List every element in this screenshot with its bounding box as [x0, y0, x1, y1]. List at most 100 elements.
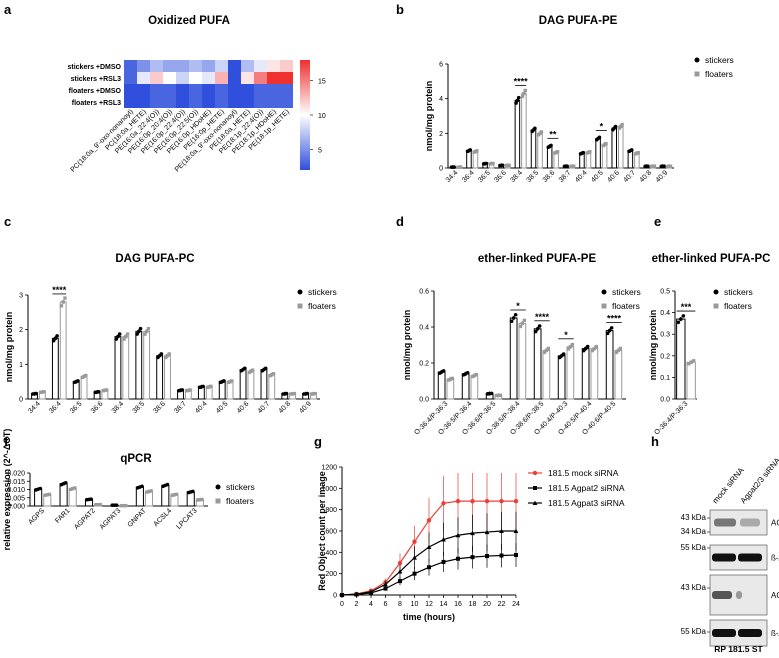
significance-stars: **** [607, 314, 622, 324]
data-point-floaters [84, 373, 88, 378]
bar-stickers [509, 317, 518, 400]
title-b: DAG PUFA-PE [539, 15, 618, 27]
title-a: Oxidized PUFA [148, 15, 230, 27]
data-point [499, 498, 504, 504]
data-point-floaters [668, 164, 673, 168]
data-point [513, 528, 519, 533]
data-point-floaters [94, 503, 98, 507]
bar-floaters [80, 375, 88, 400]
legend-label-floaters: floaters [612, 301, 640, 311]
x-tick-label: 40:4 [574, 169, 589, 184]
data-point-floaters [146, 326, 151, 331]
data-point [470, 498, 475, 504]
bar-stickers [581, 348, 590, 400]
bar-floaters [470, 375, 479, 400]
data-point-stickers [681, 314, 686, 318]
data-point-stickers [138, 326, 143, 331]
heatmap-cell [189, 84, 202, 96]
data-point [412, 539, 417, 544]
data-point-stickers [607, 328, 612, 333]
y-tick-label: 0.010 [7, 487, 25, 494]
x-tick-label: FAR1 [54, 507, 71, 524]
y-tick-label: 0.4 [660, 310, 670, 317]
heatmap-cell [124, 72, 137, 84]
x-tick-label: 38:5 [132, 400, 147, 415]
data-point-floaters [61, 300, 65, 304]
bar-floaters [542, 349, 551, 400]
x-tick-label: 40:7 [257, 400, 272, 415]
bar-floaters [553, 151, 559, 169]
bar-stickers [135, 330, 143, 400]
x-tick-label: 0 [340, 601, 344, 608]
data-point [426, 544, 432, 549]
heatmap-cell [254, 96, 267, 108]
heatmap-cell [228, 84, 241, 96]
y-tick-label: 0.4 [419, 325, 429, 332]
data-point-stickers [609, 326, 614, 330]
data-point-floaters [271, 372, 276, 376]
data-point [514, 553, 518, 557]
data-point [339, 592, 345, 597]
x-tick-label: 36:4 [461, 169, 476, 184]
bar-floaters [590, 348, 599, 400]
bar-stickers [627, 150, 634, 169]
data-point [354, 591, 359, 597]
bar-stickers [557, 355, 566, 400]
heatmap-cell [280, 60, 293, 72]
data-point-floaters [588, 150, 592, 154]
y-tick-label: 0.2 [660, 353, 670, 360]
data-point-floaters [446, 378, 451, 382]
bar-floaters [601, 144, 608, 169]
data-point-floaters [448, 377, 453, 381]
data-point-floaters [200, 497, 204, 502]
y-tick-label: 0.5 [660, 289, 670, 296]
data-point [441, 537, 446, 542]
data-point-stickers [489, 391, 494, 396]
data-point-floaters [496, 393, 501, 398]
data-point-floaters [520, 321, 525, 326]
legend-label-stickers: stickers [226, 482, 255, 492]
legend-marker-floaters [713, 303, 719, 309]
data-point-floaters [188, 388, 192, 392]
heatmap-cell [215, 72, 228, 84]
data-point-floaters [590, 348, 595, 353]
data-point [499, 528, 504, 533]
heatmap-cell [150, 96, 163, 108]
data-point-floaters [571, 164, 576, 168]
x-tick-label: 38:6 [152, 400, 167, 415]
data-point-floaters [167, 352, 171, 356]
data-point-floaters [652, 164, 657, 168]
data-point-stickers [511, 316, 516, 320]
data-point-floaters [98, 502, 102, 507]
data-point-stickers [63, 481, 68, 485]
data-point-floaters [546, 346, 551, 351]
x-tick-label: GNPAT [127, 507, 149, 529]
bar-floaters [68, 488, 77, 507]
blot-band [740, 518, 760, 527]
data-point-stickers [114, 503, 119, 507]
blot-column-label: Agpat2/3 siRNA [739, 455, 779, 505]
blot-band [736, 591, 742, 599]
heatmap-cell [176, 84, 189, 96]
data-point-stickers [514, 101, 518, 105]
heatmap-cell [137, 60, 150, 72]
data-point-floaters [520, 94, 525, 99]
heatmap-cell [176, 60, 189, 72]
legend-marker-stickers [601, 289, 607, 295]
blot-band [714, 518, 736, 527]
y-tick-label: 3 [19, 293, 23, 300]
data-point-stickers [136, 329, 141, 334]
data-point-floaters [472, 373, 477, 378]
bar-floaters [143, 330, 151, 400]
bar-stickers [466, 150, 472, 169]
x-tick-label: 40:8 [639, 169, 654, 184]
blot-band [712, 553, 736, 562]
blot-band [738, 629, 762, 637]
data-point [484, 529, 490, 535]
data-point-floaters [119, 503, 124, 508]
heatmap-cell [189, 96, 202, 108]
x-tick-label: 12 [425, 601, 433, 608]
data-point-floaters [68, 487, 73, 492]
significance-stars: **** [52, 285, 67, 295]
data-point-stickers [191, 489, 195, 494]
